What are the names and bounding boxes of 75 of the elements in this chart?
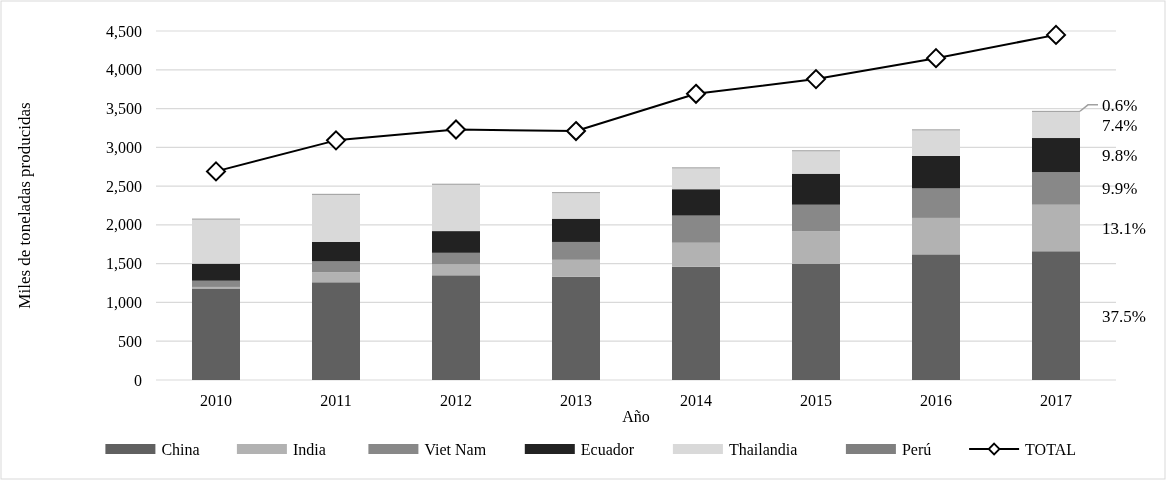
bar xyxy=(432,264,480,276)
y-tick-label: 4,500 xyxy=(106,22,142,40)
y-tick-label: 1,000 xyxy=(106,294,142,312)
legend-label: Ecuador xyxy=(580,440,635,458)
bar xyxy=(1032,251,1080,380)
bar xyxy=(912,155,960,189)
x-tick-label: 2017 xyxy=(1040,392,1072,409)
bar xyxy=(192,288,240,380)
x-tick-label: 2010 xyxy=(200,392,232,409)
y-tick-label: 500 xyxy=(118,332,142,350)
bar xyxy=(792,204,840,232)
bar xyxy=(312,272,360,283)
annotation: 37.5% xyxy=(1102,306,1146,326)
point xyxy=(926,48,946,69)
bar xyxy=(792,173,840,205)
annotation: 0.6% xyxy=(1102,95,1138,115)
legend-label: China xyxy=(161,440,200,458)
x-tick-label: 2013 xyxy=(560,392,592,409)
bar xyxy=(912,217,960,255)
bar xyxy=(432,252,480,265)
x-tick-label: 2015 xyxy=(800,392,832,409)
bar xyxy=(672,266,720,380)
x-tick-label: 2011 xyxy=(320,392,352,409)
bar xyxy=(1032,204,1080,252)
point xyxy=(806,69,826,90)
point xyxy=(566,121,586,142)
bar xyxy=(552,218,600,242)
legend-label: Thailandia xyxy=(728,440,798,458)
annotation: 9.9% xyxy=(1102,179,1138,199)
y-tick-label: 1,500 xyxy=(106,255,142,273)
point xyxy=(686,83,706,104)
bar xyxy=(792,231,840,264)
bar xyxy=(552,193,600,219)
bar xyxy=(1032,138,1080,173)
y-tick-label: 0 xyxy=(134,371,142,389)
annotation: 9.8% xyxy=(1102,146,1138,166)
y-tick-label: 3,000 xyxy=(106,138,142,156)
bar xyxy=(552,259,600,277)
legend-label: TOTAL xyxy=(1025,440,1076,458)
point xyxy=(326,130,346,151)
y-axis-title: Miles de toneladas producidas xyxy=(15,102,34,309)
point xyxy=(1046,24,1066,45)
point xyxy=(446,119,466,140)
bar xyxy=(192,280,240,287)
bar xyxy=(432,231,480,253)
x-axis-title: Año xyxy=(622,408,650,425)
x-tick-label: 2016 xyxy=(920,392,952,409)
x-tick-label: 2014 xyxy=(680,392,712,409)
bar xyxy=(912,254,960,380)
bar xyxy=(672,189,720,216)
bar xyxy=(432,275,480,380)
bar xyxy=(672,242,720,267)
annotation: 13.1% xyxy=(1102,218,1146,238)
y-tick-label: 4,000 xyxy=(106,61,142,79)
bar xyxy=(1032,111,1080,139)
y-tick-label: 3,500 xyxy=(106,100,142,118)
y-tick-label: 2,500 xyxy=(106,177,142,195)
bar xyxy=(1032,172,1080,205)
point xyxy=(206,161,226,182)
x-tick-label: 2012 xyxy=(440,392,472,409)
bar xyxy=(912,188,960,218)
bar xyxy=(672,215,720,243)
bar xyxy=(792,263,840,380)
bar xyxy=(552,241,600,260)
annotation: 7.4% xyxy=(1102,115,1138,135)
bar xyxy=(312,261,360,273)
y-tick-label: 2,000 xyxy=(106,216,142,234)
legend-label: Perú xyxy=(901,440,932,458)
bar xyxy=(792,151,840,174)
legend-label: India xyxy=(292,440,326,458)
bar xyxy=(552,276,600,380)
legend-label: Viet Nam xyxy=(424,440,487,458)
bar xyxy=(192,263,240,281)
bar xyxy=(312,282,360,380)
bar xyxy=(312,241,360,262)
